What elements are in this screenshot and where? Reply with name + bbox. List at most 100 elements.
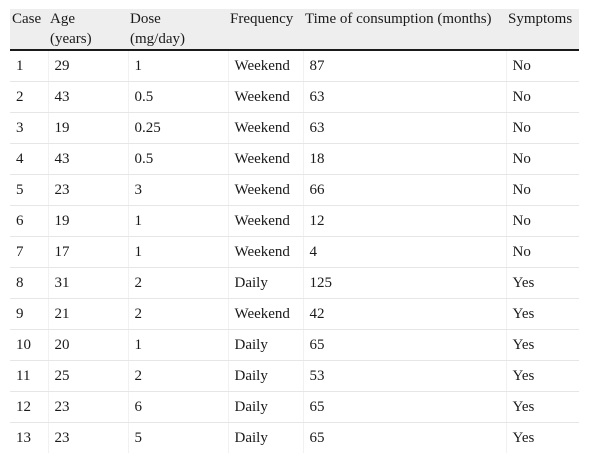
header-dose-line2: (mg/day) [130, 31, 185, 47]
table-row: 4 43 0.5 Weekend 18 No [10, 143, 579, 175]
cell-dose: 2 [128, 267, 229, 299]
cell-age: 31 [48, 267, 129, 299]
table-row: 11 25 2 Daily 53 Yes [10, 360, 579, 392]
cell-frequency: Daily [228, 267, 304, 299]
cell-dose: 1 [128, 205, 229, 237]
cell-case: 9 [10, 298, 49, 330]
cell-time: 4 [303, 236, 507, 268]
cell-frequency: Weekend [228, 112, 304, 144]
cell-symptoms: Yes [512, 430, 535, 446]
cell-case: 5 [10, 174, 49, 206]
cell-frequency: Weekend [228, 298, 304, 330]
cell-time: 87 [303, 50, 507, 82]
cell-case: 1 [10, 50, 49, 82]
cell-case: 4 [10, 143, 49, 175]
cell-symptoms: Yes [506, 267, 579, 299]
header-age-line2: (years) [50, 31, 92, 47]
cell-age: 23 [48, 422, 129, 453]
cell-time: 53 [303, 360, 507, 392]
header-dose: Dose (mg/day) [128, 9, 228, 51]
cell-frequency: Weekend [228, 81, 304, 113]
table-row: 5 23 3 Weekend 66 No [10, 174, 579, 206]
cell-case: 11 [10, 360, 49, 392]
cell-case: 10 [10, 329, 49, 361]
table-row: 10 20 1 Daily 65 Yes [10, 329, 579, 361]
cell-dose: 2 [128, 298, 229, 330]
table-row: 3 19 0.25 Weekend 63 No [10, 112, 579, 144]
header-age-line1: Age [50, 11, 75, 27]
case-table: Case Age (years) Dose (mg/day) Frequency… [10, 9, 579, 453]
cell-dose: 6 [128, 391, 229, 423]
cell-frequency: Daily [228, 329, 304, 361]
cell-dose: 1 [128, 50, 229, 82]
header-dose-line1: Dose [130, 11, 161, 27]
cell-frequency: Daily [228, 391, 304, 423]
header-row: Case Age (years) Dose (mg/day) Frequency… [10, 9, 579, 51]
header-time: Time of consumption (months) [303, 9, 506, 51]
cell-symptoms: No [506, 205, 579, 237]
cell-time: 63 [303, 81, 507, 113]
cell-age: 43 [48, 143, 129, 175]
cell-frequency: Weekend [228, 50, 304, 82]
cell-symptoms: No [506, 236, 579, 268]
table-row: 13 23 5 Daily 65 Yes [10, 422, 579, 453]
cell-symptoms: Yes [506, 298, 579, 330]
table-row: 6 19 1 Weekend 12 No [10, 205, 579, 237]
cell-symptoms: Yes [506, 391, 579, 423]
cell-age: 19 [48, 112, 129, 144]
header-age: Age (years) [48, 9, 128, 51]
cell-dose: 0.25 [128, 112, 229, 144]
cell-time: 65 [303, 391, 507, 423]
cell-dose: 0.5 [128, 81, 229, 113]
cell-case: 3 [10, 112, 49, 144]
table-row: 8 31 2 Daily 125 Yes [10, 267, 579, 299]
table-header: Case Age (years) Dose (mg/day) Frequency… [10, 9, 579, 51]
cell-age: 23 [48, 391, 129, 423]
cell-case: 8 [10, 267, 49, 299]
cell-age: 29 [48, 50, 129, 82]
table-row: 7 17 1 Weekend 4 No [10, 236, 579, 268]
header-case: Case [10, 9, 48, 51]
cell-case: 2 [10, 81, 49, 113]
cell-time: 12 [303, 205, 507, 237]
cell-dose: 2 [128, 360, 229, 392]
cell-frequency: Daily [228, 360, 304, 392]
table-row: 12 23 6 Daily 65 Yes [10, 391, 579, 423]
cell-symptoms: Yes [506, 360, 579, 392]
cell-age: 17 [48, 236, 129, 268]
cell-frequency: Weekend [228, 143, 304, 175]
table-row: 2 43 0.5 Weekend 63 No [10, 81, 579, 113]
header-symptoms: Symptoms [506, 9, 579, 51]
cell-age: 19 [48, 205, 129, 237]
cell-dose: 3 [128, 174, 229, 206]
cell-symptoms: No [506, 174, 579, 206]
cell-symptoms: No [506, 50, 579, 82]
cell-symptoms: No [506, 112, 579, 144]
cell-time: 63 [303, 112, 507, 144]
cell-time: 65 [303, 422, 507, 453]
cell-time: 42 [303, 298, 507, 330]
cell-case: 13 [10, 422, 49, 453]
cell-age: 21 [48, 298, 129, 330]
cell-symptoms: No [506, 81, 579, 113]
cell-dose: 1 [128, 236, 229, 268]
cell-time: 66 [303, 174, 507, 206]
table-body: 1 29 1 Weekend 87 No 2 43 0.5 Weekend 63 No 3 19 0.25 W… [10, 50, 579, 453]
cell-case: 12 [10, 391, 49, 423]
cell-frequency: Daily [228, 422, 304, 453]
cell-age: 20 [48, 329, 129, 361]
cell-dose: 1 [128, 329, 229, 361]
cell-time: 125 [303, 267, 507, 299]
table-row: 1 29 1 Weekend 87 No [10, 50, 579, 82]
cell-frequency: Weekend [228, 236, 304, 268]
table-row: 9 21 2 Weekend 42 Yes [10, 298, 579, 330]
cell-age: 25 [48, 360, 129, 392]
header-frequency: Frequency [228, 9, 303, 51]
cell-time: 65 [303, 329, 507, 361]
cell-frequency: Weekend [228, 174, 304, 206]
cell-case: 6 [10, 205, 49, 237]
cell-dose: 0.5 [128, 143, 229, 175]
cell-symptoms: Yes [506, 329, 579, 361]
cell-symptoms: No [506, 143, 579, 175]
cell-dose: 5 [128, 422, 229, 453]
